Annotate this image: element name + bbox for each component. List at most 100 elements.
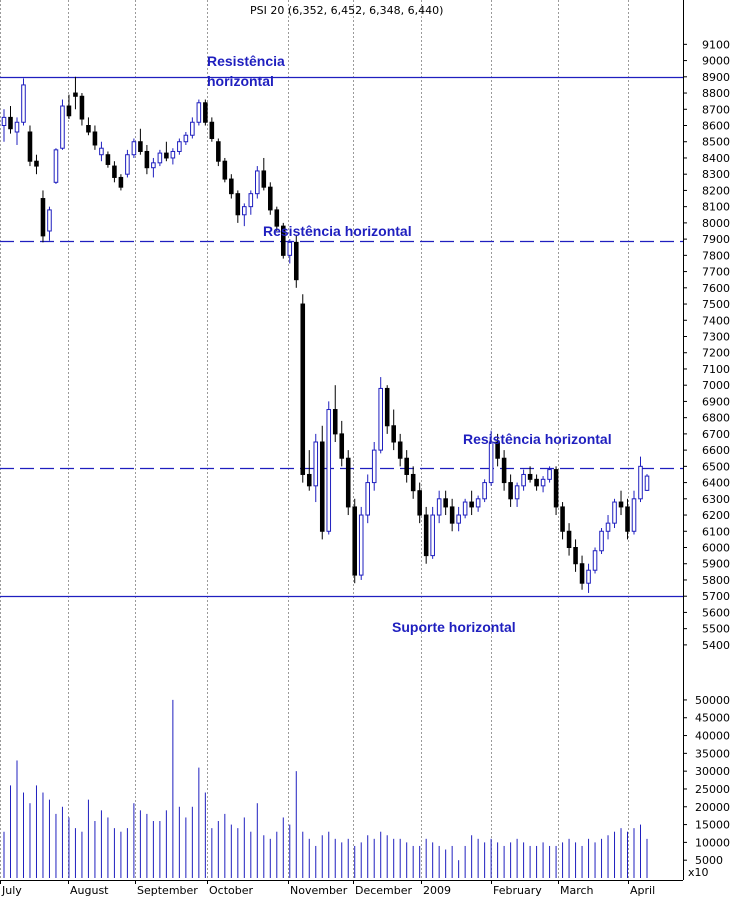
candle-up — [47, 209, 52, 232]
candle-down — [417, 490, 422, 516]
candle-down — [553, 469, 559, 508]
candle-down — [40, 198, 46, 237]
volume-tick-label: 5000 — [695, 854, 723, 867]
month-label: April — [630, 884, 655, 897]
volume-axis-ticks: 50000 45000 40000 35000 30000 25000 20000 15000… — [683, 694, 730, 867]
candle-up — [131, 141, 137, 156]
annotation-resistance-1: Resistência — [207, 53, 285, 69]
candle-down — [112, 165, 117, 178]
candle-down — [449, 506, 455, 524]
price-tick-label: 6200 — [702, 509, 730, 522]
candle-up — [170, 150, 176, 159]
candle-up — [436, 498, 442, 516]
candle-up — [612, 501, 617, 524]
candle-down — [164, 152, 169, 159]
candle-up — [190, 121, 195, 136]
month-label: November — [290, 884, 348, 897]
candle-down — [469, 501, 474, 508]
candle-down — [118, 176, 124, 188]
price-tick-label: 8200 — [702, 184, 730, 197]
month-label: December — [355, 884, 413, 897]
candle-up — [365, 482, 371, 516]
candle-up — [540, 478, 546, 487]
candle-down — [138, 141, 143, 152]
candle-up — [488, 441, 494, 484]
price-tick-label: 6100 — [702, 525, 730, 538]
volume-multiplier-label: x10 — [688, 866, 709, 879]
month-label: July — [1, 884, 22, 897]
candle-down — [209, 121, 215, 139]
candle-up — [482, 482, 487, 500]
candle-up — [631, 498, 637, 532]
candle-up — [1, 116, 7, 126]
candle-up — [53, 149, 59, 183]
price-tick-label: 7000 — [702, 379, 730, 392]
candle-up — [586, 569, 591, 584]
candle-down — [560, 506, 565, 532]
price-tick-label: 5400 — [702, 639, 730, 652]
volume-tick-label: 35000 — [695, 747, 730, 760]
candle-up — [151, 162, 156, 169]
price-tick-label: 6400 — [702, 477, 730, 490]
candle-up — [371, 449, 377, 484]
candle-up — [462, 501, 468, 516]
candle-up — [125, 154, 130, 175]
price-tick-label: 8000 — [702, 217, 730, 230]
candle-up — [313, 441, 319, 487]
candle-up — [287, 241, 293, 256]
candle-up — [456, 514, 461, 524]
month-label: September — [137, 884, 198, 897]
candle-up — [255, 170, 260, 195]
candle-up — [430, 514, 435, 557]
price-axis-ticks: 9100 9000 8900 8800 8700 8600 8500 8400 8300 8200… — [683, 38, 730, 652]
candle-down — [86, 125, 91, 133]
price-tick-label: 6600 — [702, 444, 730, 457]
volume-tick-label: 15000 — [695, 819, 730, 832]
candle-up — [177, 141, 182, 152]
annotation-resistance-1b: horizontal — [207, 73, 274, 89]
candle-down — [280, 225, 286, 256]
price-tick-label: 9000 — [702, 55, 730, 68]
candle-up — [547, 469, 552, 480]
candle-down — [79, 95, 85, 120]
candle-down — [495, 441, 500, 459]
candle-down — [235, 193, 241, 216]
month-label: March — [560, 884, 594, 897]
candle-up — [514, 485, 520, 500]
candle-down — [384, 387, 390, 427]
volume-bars — [3, 699, 648, 878]
candle-down — [573, 547, 578, 565]
candle-down — [293, 241, 299, 281]
price-tick-label: 7800 — [702, 249, 730, 262]
candle-down — [352, 506, 358, 576]
support-resistance-lines — [0, 76, 683, 598]
candle-down — [423, 514, 429, 557]
volume-tick-label: 10000 — [695, 836, 730, 849]
price-tick-label: 8900 — [702, 71, 730, 84]
annotation-support: Suporte horizontal — [392, 619, 516, 635]
month-label: August — [70, 884, 109, 897]
candle-up — [592, 550, 598, 571]
candle-down — [105, 154, 111, 165]
candle-up — [599, 530, 604, 552]
candle-down — [222, 160, 228, 180]
price-tick-label: 9100 — [702, 38, 730, 51]
candle-up — [248, 193, 254, 208]
volume-tick-label: 40000 — [695, 730, 730, 743]
price-tick-label: 7100 — [702, 363, 730, 376]
price-tick-label: 5900 — [702, 558, 730, 571]
candle-down — [397, 441, 403, 459]
candle-down — [306, 473, 312, 487]
price-tick-label: 7300 — [702, 331, 730, 344]
price-tick-label: 8300 — [702, 168, 730, 181]
price-tick-label: 7900 — [702, 233, 730, 246]
candle-down — [566, 530, 572, 548]
volume-tick-label: 20000 — [695, 801, 730, 814]
candle-down — [92, 131, 98, 146]
candle-up — [638, 465, 643, 500]
candle-up — [358, 514, 364, 576]
candle-down — [229, 178, 234, 195]
price-tick-label: 6300 — [702, 493, 730, 506]
grid-lines — [0, 0, 629, 880]
candle-down — [527, 473, 533, 480]
